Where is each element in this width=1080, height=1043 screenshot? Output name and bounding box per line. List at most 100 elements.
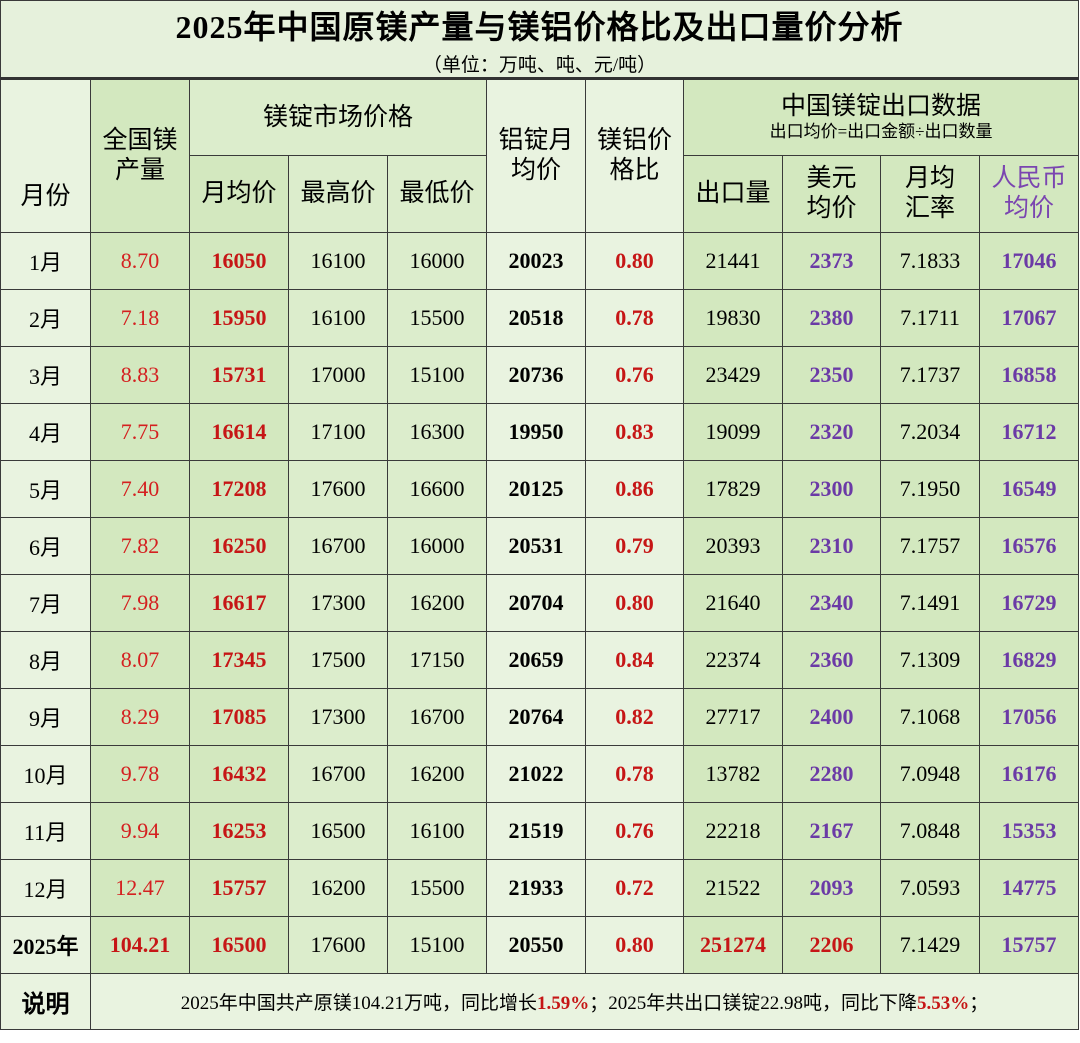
table-row: 4月 7.75 16614 17100 16300 19950 0.83 19099 2320 7… — [0, 403, 1080, 461]
cell-low-price: 15100 — [387, 346, 487, 404]
cell-avg-price: 16617 — [189, 574, 289, 632]
cell-export-qty: 19830 — [683, 289, 783, 347]
cell-production: 8.83 — [90, 346, 190, 404]
cell-usd-price: 2206 — [782, 916, 881, 974]
cell-ratio: 0.86 — [585, 460, 684, 518]
cell-fx-rate: 7.1429 — [880, 916, 980, 974]
cell-high-price: 17500 — [288, 631, 388, 689]
cell-high-price: 17600 — [288, 916, 388, 974]
cell-low-price: 15100 — [387, 916, 487, 974]
cell-month: 6月 — [0, 517, 91, 575]
cell-rmb-price: 17046 — [978, 232, 1080, 290]
cell-avg-price: 16050 — [189, 232, 289, 290]
cell-low-price: 16000 — [387, 232, 487, 290]
cell-export-qty: 21441 — [683, 232, 783, 290]
cell-al-price: 20550 — [486, 916, 586, 974]
cell-usd-price: 2373 — [782, 232, 881, 290]
table-row: 5月 7.40 17208 17600 16600 20125 0.86 17829 2300 7… — [0, 460, 1080, 518]
table-row: 8月 8.07 17345 17500 17150 20659 0.84 22374 2360 7… — [0, 631, 1080, 689]
note-part: 2025年中国共产原镁104.21万吨，同比增长 — [180, 993, 538, 1014]
cell-high-price: 17100 — [288, 403, 388, 461]
cell-production: 9.78 — [90, 745, 190, 803]
cell-high-price: 17600 — [288, 460, 388, 518]
cell-al-price: 21519 — [486, 802, 586, 860]
cell-fx-rate: 7.1309 — [880, 631, 980, 689]
cell-avg-price: 15950 — [189, 289, 289, 347]
cell-avg-price: 16253 — [189, 802, 289, 860]
cell-production: 7.98 — [90, 574, 190, 632]
cell-fx-rate: 7.1757 — [880, 517, 980, 575]
header-rmb: 人民币均价 — [978, 155, 1080, 233]
table-row: 2月 7.18 15950 16100 15500 20518 0.78 19830 2380 7… — [0, 289, 1080, 347]
cell-month: 11月 — [0, 802, 91, 860]
cell-ratio: 0.80 — [585, 574, 684, 632]
header-export: 中国镁锭出口数据 出口均价=出口金额÷出口数量 — [682, 78, 1080, 156]
cell-fx-rate: 7.0848 — [880, 802, 980, 860]
cell-export-qty: 20393 — [683, 517, 783, 575]
cell-low-price: 16700 — [387, 688, 487, 746]
cell-usd-price: 2300 — [782, 460, 881, 518]
header-ratio-label: 镁铝价格比 — [597, 127, 673, 184]
header-usd: 美元均价 — [782, 155, 881, 233]
table-row: 6月 7.82 16250 16700 16000 20531 0.79 20393 2310 7… — [0, 517, 1080, 575]
cell-high-price: 17300 — [288, 574, 388, 632]
cell-high-price: 16100 — [288, 232, 388, 290]
cell-al-price: 20736 — [486, 346, 586, 404]
cell-usd-price: 2320 — [782, 403, 881, 461]
cell-export-qty: 251274 — [683, 916, 783, 974]
table-row: 12月 12.47 15757 16200 15500 21933 0.72 21522 209… — [0, 859, 1080, 917]
cell-ratio: 0.76 — [585, 346, 684, 404]
cell-month: 3月 — [0, 346, 91, 404]
cell-avg-price: 17345 — [189, 631, 289, 689]
cell-production: 7.75 — [90, 403, 190, 461]
cell-rmb-price: 15353 — [978, 802, 1080, 860]
cell-export-qty: 22374 — [683, 631, 783, 689]
cell-fx-rate: 7.1491 — [880, 574, 980, 632]
cell-ratio: 0.79 — [585, 517, 684, 575]
cell-rmb-price: 16176 — [978, 745, 1080, 803]
cell-al-price: 21022 — [486, 745, 586, 803]
cell-usd-price: 2350 — [782, 346, 881, 404]
table-row: 3月 8.83 15731 17000 15100 20736 0.76 23429 2350 7… — [0, 346, 1080, 404]
cell-avg-price: 16614 — [189, 403, 289, 461]
cell-rmb-price: 16549 — [978, 460, 1080, 518]
header-month: 月份 — [0, 78, 91, 233]
cell-rmb-price: 17067 — [978, 289, 1080, 347]
cell-ratio: 0.80 — [585, 232, 684, 290]
note-label: 说明 — [0, 973, 91, 1030]
table-row: 10月 9.78 16432 16700 16200 21022 0.78 13782 2280… — [0, 745, 1080, 803]
table-row: 7月 7.98 16617 17300 16200 20704 0.80 21640 2340 7… — [0, 574, 1080, 632]
header-low: 最低价 — [387, 155, 487, 233]
cell-al-price: 20023 — [486, 232, 586, 290]
cell-month: 8月 — [0, 631, 91, 689]
cell-month: 10月 — [0, 745, 91, 803]
cell-high-price: 16700 — [288, 745, 388, 803]
cell-ratio: 0.83 — [585, 403, 684, 461]
header-export-note: 出口均价=出口金额÷出口数量 — [769, 122, 993, 142]
header-fx: 月均汇率 — [880, 155, 980, 233]
cell-al-price: 20659 — [486, 631, 586, 689]
cell-low-price: 17150 — [387, 631, 487, 689]
cell-month: 4月 — [0, 403, 91, 461]
header-avg: 月均价 — [189, 155, 289, 233]
cell-month: 5月 — [0, 460, 91, 518]
cell-high-price: 17300 — [288, 688, 388, 746]
cell-fx-rate: 7.2034 — [880, 403, 980, 461]
cell-export-qty: 21640 — [683, 574, 783, 632]
cell-fx-rate: 7.1068 — [880, 688, 980, 746]
cell-ratio: 0.84 — [585, 631, 684, 689]
cell-export-qty: 21522 — [683, 859, 783, 917]
cell-usd-price: 2280 — [782, 745, 881, 803]
cell-usd-price: 2400 — [782, 688, 881, 746]
note-part: ；2025年共出口镁锭22.98吨，同比下降 — [589, 993, 918, 1014]
cell-rmb-price: 16576 — [978, 517, 1080, 575]
cell-production: 12.47 — [90, 859, 190, 917]
header-high: 最高价 — [288, 155, 388, 233]
cell-al-price: 20518 — [486, 289, 586, 347]
cell-usd-price: 2360 — [782, 631, 881, 689]
cell-avg-price: 15731 — [189, 346, 289, 404]
table-row: 9月 8.29 17085 17300 16700 20764 0.82 27717 2400 7… — [0, 688, 1080, 746]
cell-rmb-price: 15757 — [978, 916, 1080, 974]
table-row: 11月 9.94 16253 16500 16100 21519 0.76 22218 2167… — [0, 802, 1080, 860]
